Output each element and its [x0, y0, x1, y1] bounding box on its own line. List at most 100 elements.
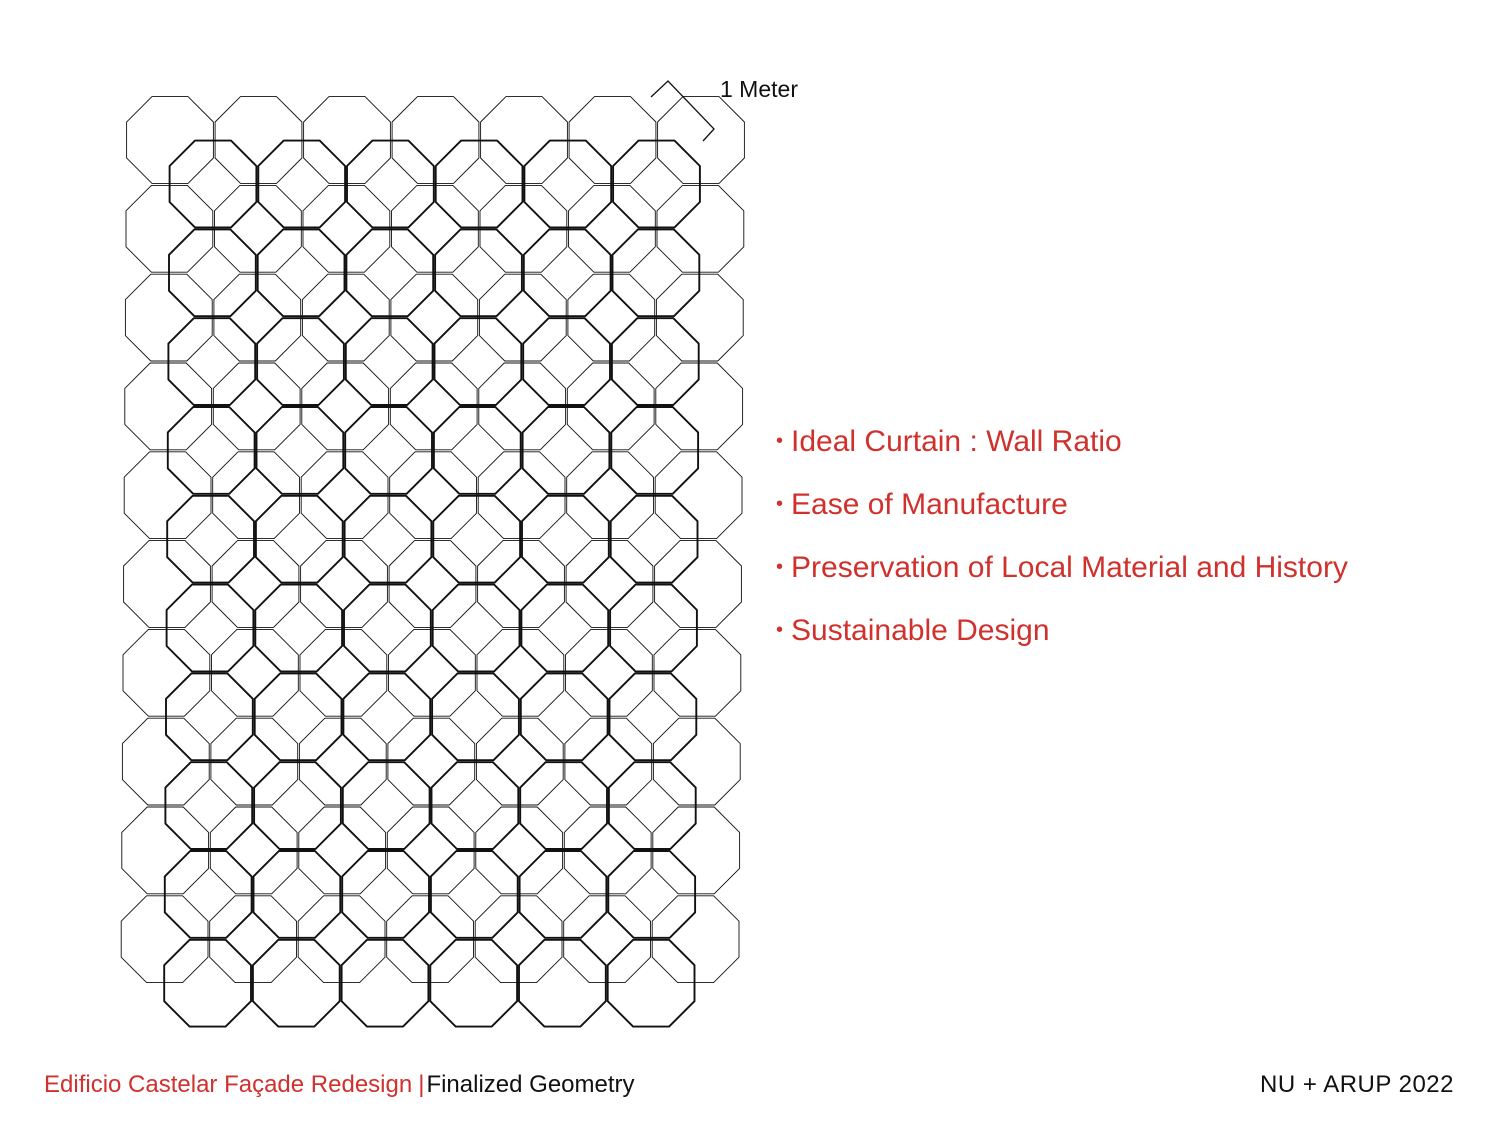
thin-octagon — [655, 273, 744, 362]
thin-octagon — [124, 362, 213, 451]
thin-octagon — [386, 895, 474, 984]
bold-octagon — [164, 761, 254, 850]
thin-octagon — [565, 540, 654, 628]
bold-octagon — [434, 139, 524, 229]
thin-octagon — [298, 806, 387, 895]
thin-octagon — [386, 806, 475, 895]
principle-text: Ideal Curtain : Wall Ratio — [791, 425, 1122, 458]
bold-octagon — [340, 938, 430, 1028]
bold-octagon — [254, 583, 344, 673]
bold-octagon — [255, 406, 345, 495]
bold-octagon — [519, 672, 609, 762]
thin-octagon — [302, 184, 391, 273]
thin-octagon — [568, 184, 656, 273]
thin-octagon — [211, 628, 299, 717]
thin-octagon — [474, 895, 563, 984]
bold-octagon — [251, 938, 341, 1028]
scale-label: 1 Meter — [720, 76, 798, 102]
bullet-icon: • — [776, 430, 784, 452]
thin-octagon — [655, 362, 744, 451]
bold-octagon — [607, 850, 697, 939]
bold-octagon — [430, 761, 520, 850]
bold-octagon — [611, 228, 701, 318]
scale-bracket-icon — [650, 80, 715, 142]
thin-octagon — [566, 451, 654, 540]
principle-text: Ease of Manufacture — [791, 488, 1068, 521]
bullet-icon: • — [776, 556, 784, 578]
thin-octagon — [391, 96, 480, 184]
bullet-icon: • — [776, 619, 784, 641]
bold-octagon — [609, 494, 699, 584]
bold-octagon — [432, 494, 522, 584]
thin-octagon — [565, 628, 653, 717]
thin-octagon — [122, 628, 211, 717]
bold-octagon — [429, 938, 519, 1028]
thin-octagon — [479, 184, 568, 273]
bold-octagon — [610, 317, 700, 406]
thin-octagon — [480, 96, 568, 184]
thin-octagon — [121, 806, 210, 895]
bold-octagon — [168, 139, 258, 229]
bold-octagon — [429, 850, 519, 939]
bold-octagon — [432, 406, 522, 495]
thin-octagon — [389, 451, 477, 540]
thin-octagon — [563, 895, 651, 984]
thin-octagon — [564, 717, 653, 806]
thin-octagon — [478, 273, 567, 362]
bold-octagon — [434, 228, 523, 318]
title-separator: | — [418, 1071, 425, 1098]
thin-octagon — [210, 717, 299, 806]
bold-octagon — [341, 850, 430, 939]
thin-octagon — [209, 895, 297, 984]
principle-item: • Sustainable Design — [776, 599, 1348, 662]
bold-octagon — [256, 228, 346, 318]
bold-octagon — [521, 494, 610, 584]
thin-octagon — [653, 628, 742, 717]
principle-item: • Preservation of Local Material and Hist… — [776, 536, 1348, 599]
thin-octagon — [652, 717, 741, 806]
thin-octagon — [209, 806, 298, 895]
bold-octagon — [612, 139, 701, 229]
thin-octagon — [297, 895, 386, 984]
thin-octagon — [566, 362, 655, 451]
bold-octagon — [163, 938, 252, 1028]
thin-octagon — [301, 362, 390, 451]
bold-octagon — [168, 228, 257, 318]
bold-octagon — [344, 406, 433, 495]
thin-octagon — [123, 540, 211, 628]
bold-octagon — [163, 850, 253, 939]
bold-octagon — [346, 139, 435, 229]
bold-octagon — [166, 406, 256, 495]
principle-item: • Ideal Curtain : Wall Ratio — [776, 410, 1348, 473]
thin-octagon — [120, 895, 209, 984]
footer-title: Edificio Castelar Façade Redesign |Finali… — [44, 1071, 635, 1099]
bold-octagon — [344, 317, 434, 406]
thin-octagon — [299, 628, 388, 717]
bold-octagon — [257, 139, 347, 229]
thin-octagon — [478, 362, 567, 451]
bold-octagon — [342, 672, 432, 762]
bold-octagon — [431, 672, 520, 762]
bold-octagon — [341, 761, 431, 850]
bold-octagon — [523, 139, 613, 229]
bold-octagon — [522, 317, 611, 406]
thin-octagon — [300, 540, 388, 628]
bold-octagon — [165, 583, 255, 673]
thin-octagon — [125, 184, 214, 273]
bold-octagon — [521, 406, 611, 495]
thin-octagon — [654, 451, 743, 540]
thin-octagon — [301, 273, 390, 362]
thin-octagon — [390, 273, 479, 362]
thin-octagon-layer — [120, 96, 745, 984]
thin-octagon — [214, 96, 303, 184]
bold-octagon — [254, 494, 344, 584]
bold-octagon — [518, 850, 608, 939]
footer-credit: NU + ARUP 2022 — [1260, 1071, 1454, 1098]
thin-octagon — [657, 96, 745, 184]
bold-octagon — [431, 583, 521, 673]
bold-octagon — [345, 228, 435, 318]
bold-octagon — [518, 938, 607, 1028]
thin-octagon — [123, 451, 212, 540]
principle-text: Sustainable Design — [791, 614, 1050, 647]
